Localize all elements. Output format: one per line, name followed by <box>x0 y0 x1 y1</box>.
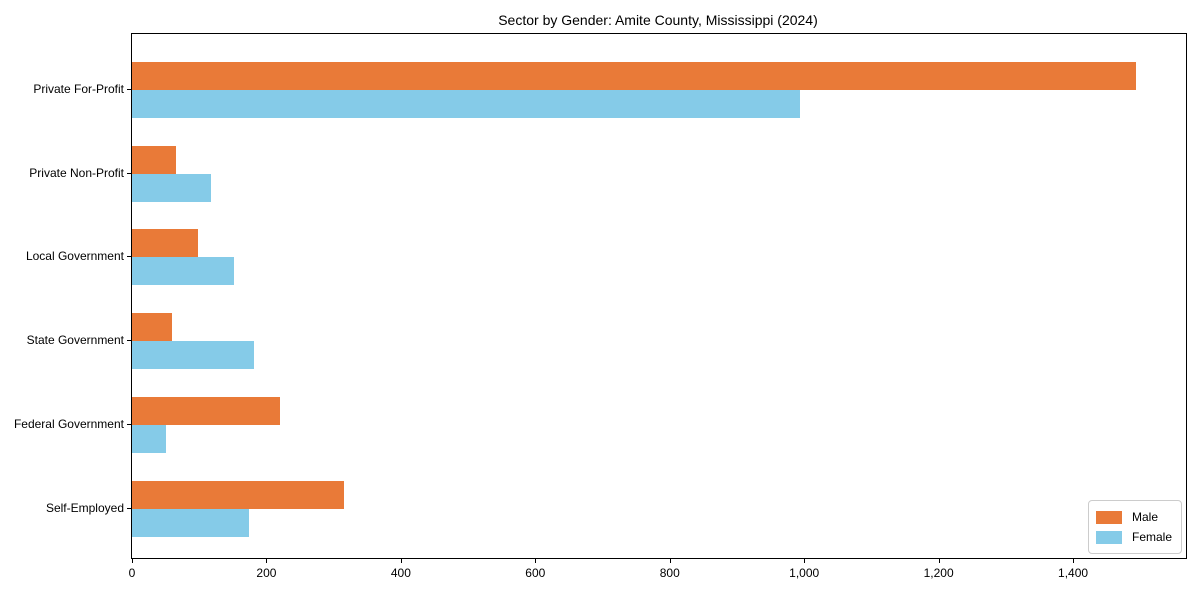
y-tick-mark <box>127 89 131 90</box>
y-tick-mark <box>127 256 131 258</box>
legend-swatch-male <box>1095 510 1122 524</box>
bar-female-6 <box>132 508 249 537</box>
legend-swatch-female <box>1095 530 1122 544</box>
bar-female-1 <box>132 90 801 118</box>
x-axis-label: 800 <box>659 566 680 580</box>
y-tick-mark <box>127 340 131 342</box>
legend-label-female: Female <box>1131 530 1172 544</box>
legend: Male Female <box>1087 500 1182 554</box>
bar-female-5 <box>132 424 167 453</box>
y-tick-mark <box>127 423 131 425</box>
legend-item-male: Male <box>1095 507 1172 527</box>
chart-title: Sector by Gender: Amite County, Mississi… <box>498 12 818 28</box>
x-axis-label: 1,200 <box>923 566 954 580</box>
y-axis-label: Federal Government <box>13 416 124 431</box>
x-axis-label: 400 <box>390 566 411 580</box>
y-tick-mark <box>127 172 131 174</box>
x-tick-mark <box>266 559 268 563</box>
legend-label-male: Male <box>1131 510 1158 524</box>
bar-male-3 <box>132 229 198 258</box>
x-axis-label: 1,000 <box>789 566 820 580</box>
x-tick-mark <box>1073 559 1075 563</box>
x-tick-mark <box>400 559 402 563</box>
x-tick-mark <box>535 559 537 563</box>
y-axis-label: State Government <box>26 333 124 348</box>
y-axis-label: Private Non-Profit <box>29 165 124 180</box>
bar-male-2 <box>132 145 176 174</box>
x-tick-mark <box>804 559 806 563</box>
y-axis-label: Private For-Profit <box>33 82 124 96</box>
bar-female-3 <box>132 257 235 286</box>
legend-item-female: Female <box>1095 527 1172 547</box>
x-axis-label: 1,400 <box>1058 566 1089 580</box>
bar-female-2 <box>132 173 212 202</box>
bar-male-4 <box>132 313 173 342</box>
x-axis-label: 600 <box>525 566 546 580</box>
x-axis-label: 200 <box>256 566 277 580</box>
y-tick-mark <box>127 507 131 509</box>
x-tick-mark <box>132 559 133 563</box>
bar-male-6 <box>132 480 344 509</box>
y-axis-label: Self-Employed <box>45 500 124 515</box>
bar-male-1 <box>132 62 1137 90</box>
x-tick-mark <box>669 559 671 563</box>
bar-male-5 <box>132 396 280 425</box>
bar-female-4 <box>132 341 255 370</box>
x-axis-label: 0 <box>128 566 136 580</box>
y-axis-label: Local Government <box>25 249 124 264</box>
plot-area: Male Female <box>131 33 1187 559</box>
x-tick-mark <box>938 559 940 563</box>
